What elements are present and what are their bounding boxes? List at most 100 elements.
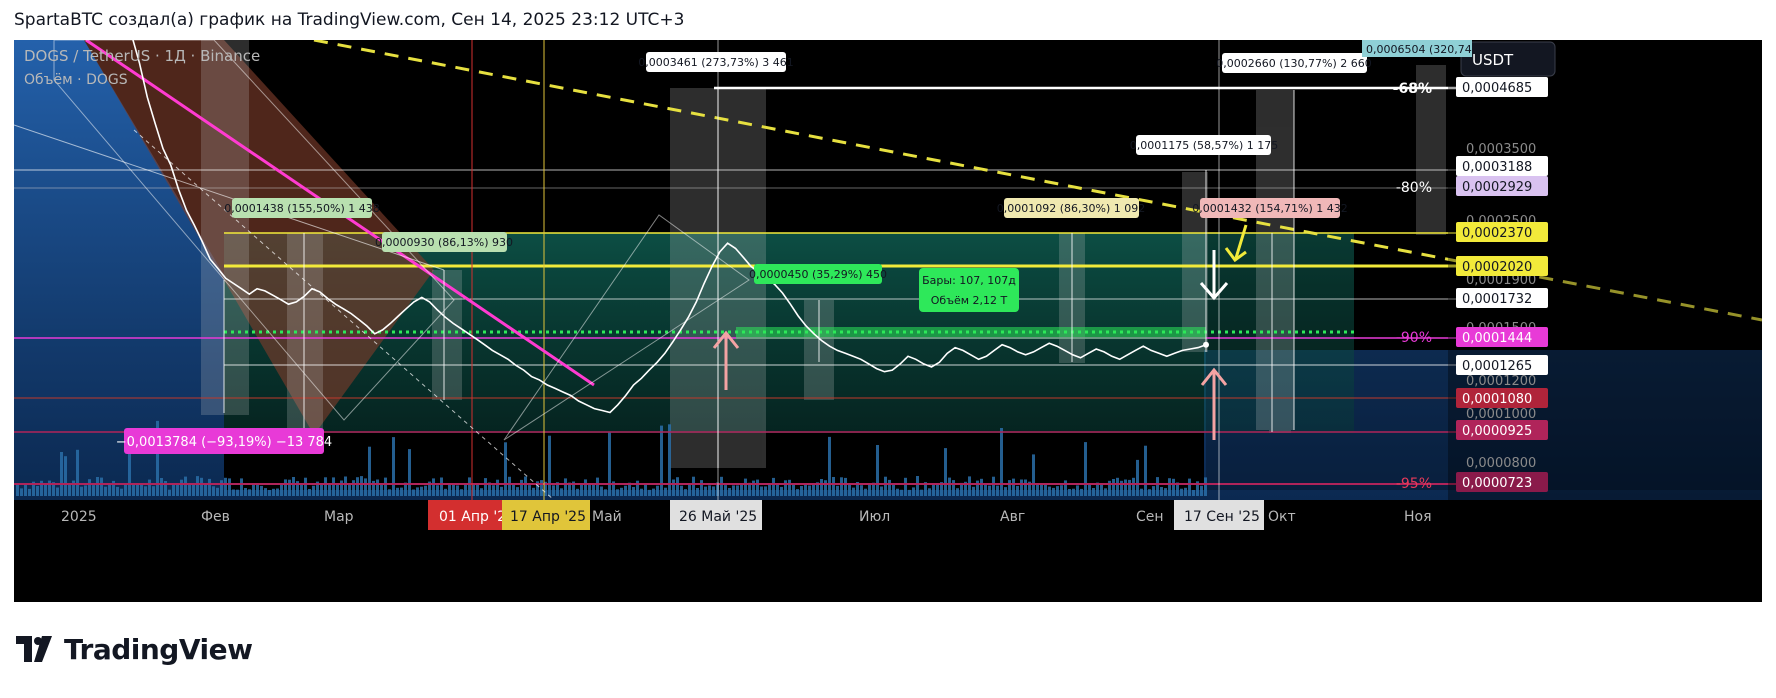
volume-bar <box>200 477 203 496</box>
volume-bar <box>688 484 691 496</box>
volume-bar <box>156 420 159 496</box>
volume-bar <box>900 489 903 496</box>
volume-bar <box>940 482 943 496</box>
volume-bar <box>224 477 227 496</box>
volume-bar <box>88 479 91 496</box>
symbol-label: DOGS / TetherUS · 1Д · Binance <box>24 47 260 65</box>
volume-bar <box>1152 486 1155 496</box>
volume-bar <box>528 485 531 496</box>
volume-bar <box>1104 488 1107 496</box>
volume-bar <box>1140 488 1143 496</box>
scale-tick: 0,0001000 <box>1466 407 1536 422</box>
volume-bar <box>1024 479 1027 496</box>
volume-bar <box>1028 481 1031 496</box>
svg-text:17 Апр '25: 17 Апр '25 <box>510 509 586 525</box>
volume-bar <box>336 483 339 496</box>
volume-bar <box>508 476 511 496</box>
volume-bar <box>504 442 507 496</box>
volume-bar <box>404 482 407 496</box>
volume-bar <box>1124 479 1127 496</box>
volume-bar <box>164 481 167 496</box>
volume-bar <box>744 478 747 496</box>
svg-text:0,0004685: 0,0004685 <box>1462 81 1532 96</box>
volume-bar <box>1076 485 1079 496</box>
volume-bar <box>476 484 479 496</box>
annotation-2660: 0,0002660 (130,77%) 2 660 <box>1216 53 1372 73</box>
volume-bar <box>372 480 375 496</box>
volume-bar <box>896 488 899 496</box>
volume-bar <box>1064 480 1067 496</box>
price-tag: 0,0002370 <box>1456 222 1548 242</box>
price-tag: 0,0000723 <box>1456 472 1548 492</box>
volume-bar <box>976 480 979 496</box>
x-label-sep: Сен <box>1136 509 1164 525</box>
volume-bar <box>412 489 415 496</box>
price-tag: 0,0003188 <box>1456 156 1548 176</box>
volume-bar <box>592 483 595 496</box>
volume-bar <box>208 478 211 496</box>
volume-bar <box>136 483 139 496</box>
volume-bar <box>484 478 487 496</box>
chart-area[interactable]: DOGS / TetherUS · 1Д · Binance Объём · D… <box>14 40 1762 602</box>
volume-bar <box>284 479 287 496</box>
volume-bar <box>260 485 263 496</box>
volume-bar <box>364 478 367 496</box>
time-axis[interactable]: 2025 Фев Мар Май Июл Авг Сен Окт Ноя 01 … <box>14 500 1762 602</box>
volume-bar <box>1188 478 1191 496</box>
volume-bar <box>616 489 619 496</box>
volume-bar <box>820 479 823 496</box>
volume-bar <box>1200 485 1203 496</box>
volume-bar <box>752 480 755 496</box>
annotation-1092: 0,0001092 (86,30%) 1 092 <box>997 198 1145 218</box>
volume-bar <box>644 483 647 496</box>
volume-bar <box>1000 428 1003 496</box>
volume-bar <box>1112 479 1115 496</box>
svg-text:0,0001265: 0,0001265 <box>1462 359 1532 374</box>
volume-bar <box>328 484 331 496</box>
volume-bar <box>916 476 919 496</box>
volume-bar <box>292 477 295 496</box>
volume-bar <box>944 448 947 496</box>
volume-bar <box>1136 459 1139 496</box>
volume-bar <box>536 481 539 496</box>
volume-bar <box>264 488 267 496</box>
fib-label-90: -90% <box>1396 330 1432 346</box>
annotation-450: 0,0000450 (35,29%) 450 <box>749 264 887 284</box>
x-label-mar: Мар <box>324 509 354 525</box>
volume-bar <box>604 489 607 496</box>
volume-bar <box>696 488 699 496</box>
volume-bar <box>420 486 423 496</box>
scale-tick: 0,0000800 <box>1466 456 1536 471</box>
price-chart[interactable]: DOGS / TetherUS · 1Д · Binance Объём · D… <box>14 40 1762 602</box>
volume-bar <box>608 432 611 496</box>
volume-bar <box>36 486 39 496</box>
volume-bar <box>712 486 715 496</box>
currency-button[interactable]: USDT <box>1460 41 1556 77</box>
tradingview-logo[interactable]: TradingView <box>16 632 253 666</box>
brown-zone <box>84 40 434 435</box>
volume-bar <box>700 480 703 496</box>
volume-bar <box>1184 487 1187 496</box>
volume-bar <box>920 489 923 496</box>
volume-bar <box>408 449 411 496</box>
svg-text:0,0001732: 0,0001732 <box>1462 292 1532 307</box>
volume-bar <box>580 484 583 496</box>
volume-bar <box>160 478 163 496</box>
x-label-jul: Июл <box>859 509 890 525</box>
volume-bar <box>96 477 99 496</box>
x-highlight-26-may: 26 Май '25 <box>670 500 762 530</box>
volume-bar <box>540 480 543 496</box>
volume-bar <box>300 485 303 496</box>
volume-bar <box>148 479 151 496</box>
x-label-nov: Ноя <box>1404 509 1432 525</box>
volume-bar <box>1080 488 1083 496</box>
volume-bar <box>924 482 927 496</box>
volume-bar <box>1192 490 1195 496</box>
volume-bar <box>756 479 759 496</box>
volume-bar <box>1132 477 1135 496</box>
volume-bar <box>784 480 787 496</box>
volume-bar <box>512 484 515 496</box>
volume-bar <box>232 489 235 496</box>
volume-bar <box>228 478 231 496</box>
price-tag: 0,0001080 <box>1456 388 1548 408</box>
